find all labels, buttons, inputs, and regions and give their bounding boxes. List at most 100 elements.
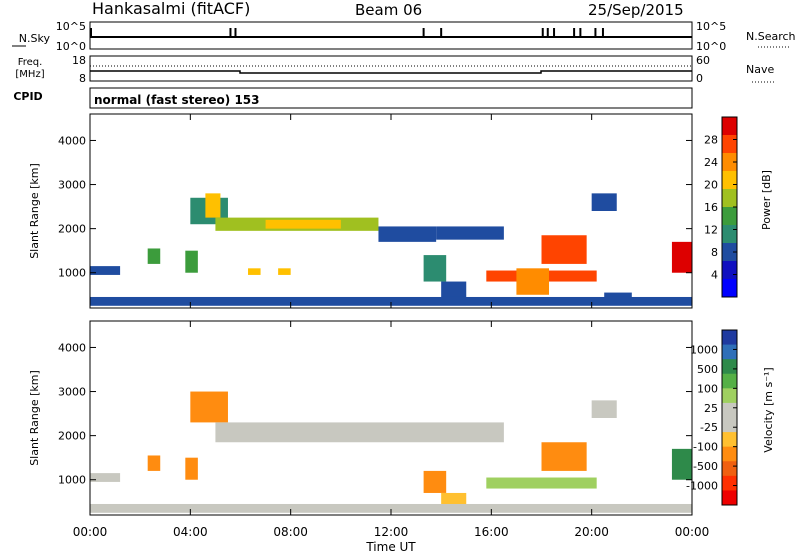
velocity-cbar-tick: 25 [704, 402, 718, 415]
power-y-ticks: 1000 2000 3000 4000 [58, 134, 692, 280]
power-region [423, 255, 447, 282]
x-tick-label: 00:00 [73, 525, 108, 539]
colorbar-swatch [722, 207, 737, 226]
cpid-text: normal (fast stereo) 153 [94, 93, 260, 107]
station-title: Hankasalmi (fitACF) [92, 0, 250, 18]
nave-tick-bottom: 0 [696, 72, 703, 85]
velocity-region [591, 400, 617, 418]
velocity-cbar-tick: 500 [697, 363, 718, 376]
velocity-region [541, 442, 587, 471]
nsky-frame [89, 21, 693, 50]
colorbar-swatch [722, 475, 737, 491]
power-cbar-label: Power [dB] [760, 170, 773, 230]
velocity-data [90, 391, 692, 513]
velocity-ylabel: Slant Range [km] [28, 370, 41, 466]
colorbar-swatch [722, 261, 737, 280]
power-region [278, 268, 291, 275]
y-tick-label: 1000 [58, 474, 86, 487]
nsky-left-label: N.Sky [19, 32, 51, 45]
velocity-region [423, 470, 447, 493]
power-region [90, 266, 121, 275]
nsky-tick-top: 10^5 [56, 20, 86, 33]
colorbar-swatch [722, 490, 737, 506]
y-tick-label: 2000 [58, 223, 86, 236]
velocity-region [90, 503, 692, 513]
velocity-colorbar: 1000 500 100 25 -25 -100 -500 -1000 [686, 329, 738, 506]
colorbar-swatch [722, 344, 737, 360]
power-region [516, 268, 550, 295]
colorbar-swatch [722, 135, 737, 154]
power-colorbar: 28 24 20 16 12 8 4 [704, 116, 738, 298]
y-tick-label: 3000 [58, 179, 86, 192]
y-tick-label: 2000 [58, 430, 86, 443]
y-tick-label: 4000 [58, 134, 86, 147]
colorbar-swatch [722, 359, 737, 375]
power-cbar-tick: 20 [704, 179, 718, 192]
power-panel: 1000 2000 3000 4000 Slant Range [km] 28 24 20… [28, 113, 773, 309]
velocity-region [671, 448, 692, 480]
y-tick-label: 3000 [58, 386, 86, 399]
x-tick-label: 04:00 [173, 525, 208, 539]
colorbar-swatch [722, 417, 737, 433]
colorbar-swatch [722, 432, 737, 448]
beam-label: Beam 06 [355, 1, 422, 19]
velocity-cbar-tick: -100 [693, 441, 718, 454]
power-region [671, 241, 692, 273]
power-cbar-tick: 16 [704, 201, 718, 214]
colorbar-swatch [722, 117, 737, 136]
nsky-tick-bottom: 10^0 [56, 40, 86, 53]
power-region [205, 193, 221, 218]
x-axis-label: Time UT [365, 540, 416, 554]
colorbar-swatch [722, 373, 737, 389]
velocity-region [190, 391, 228, 423]
freq-tick-bottom: 8 [79, 72, 86, 85]
power-cbar-tick: 8 [711, 246, 718, 259]
velocity-cbar-tick: 1000 [690, 343, 718, 356]
x-tick-label: 16:00 [474, 525, 509, 539]
colorbar-swatch [722, 153, 737, 172]
power-region [591, 193, 617, 211]
velocity-cbar-tick: -25 [700, 421, 718, 434]
nsky-right-tick-bottom: 10^0 [696, 40, 726, 53]
power-region [185, 250, 198, 273]
freq-tick-top: 18 [72, 54, 86, 67]
colorbar-swatch [722, 446, 737, 462]
velocity-region [215, 422, 504, 443]
colorbar-swatch [722, 402, 737, 418]
nave-tick-top: 60 [696, 54, 710, 67]
colorbar-swatch [722, 330, 737, 346]
freq-label-line2: [MHz] [15, 69, 44, 80]
x-tick-label: 08:00 [273, 525, 308, 539]
power-cbar-tick: 12 [704, 224, 718, 237]
cpid-panel: CPID normal (fast stereo) 153 [13, 87, 693, 109]
power-cbar-tick: 24 [704, 156, 718, 169]
power-region [378, 226, 437, 242]
colorbar-swatch [722, 225, 737, 244]
power-region [441, 281, 467, 300]
colorbar-swatch [722, 388, 737, 404]
cpid-frame [89, 87, 693, 109]
velocity-cbar-tick: 100 [697, 382, 718, 395]
cpid-label: CPID [13, 90, 42, 103]
velocity-panel: 1000 2000 3000 4000 Slant Range [km] 1000 50… [28, 320, 775, 516]
nsky-panel: N.Sky 10^5 10^0 10^5 10^0 N.Search [12, 20, 796, 53]
power-region [90, 296, 692, 306]
freq-frame [89, 55, 693, 82]
freq-label-line1: Freq. [18, 57, 43, 68]
nsky-right-label: N.Search [746, 30, 796, 43]
nave-label: Nave [746, 63, 774, 76]
velocity-region [486, 477, 597, 489]
freq-panel: Freq. [MHz] 18 8 60 0 Nave [15, 54, 776, 85]
colorbar-swatch [722, 189, 737, 208]
power-region [541, 235, 587, 264]
power-cbar-tick: 4 [711, 269, 718, 282]
freq-trace [90, 70, 692, 74]
colorbar-swatch [722, 279, 737, 298]
colorbar-swatch [722, 243, 737, 262]
colorbar-swatch [722, 461, 737, 477]
colorbar-frame [721, 329, 738, 506]
x-tick-label: 00:00 [675, 525, 710, 539]
date-label: 25/Sep/2015 [588, 1, 684, 19]
power-cbar-tick: 28 [704, 134, 718, 147]
